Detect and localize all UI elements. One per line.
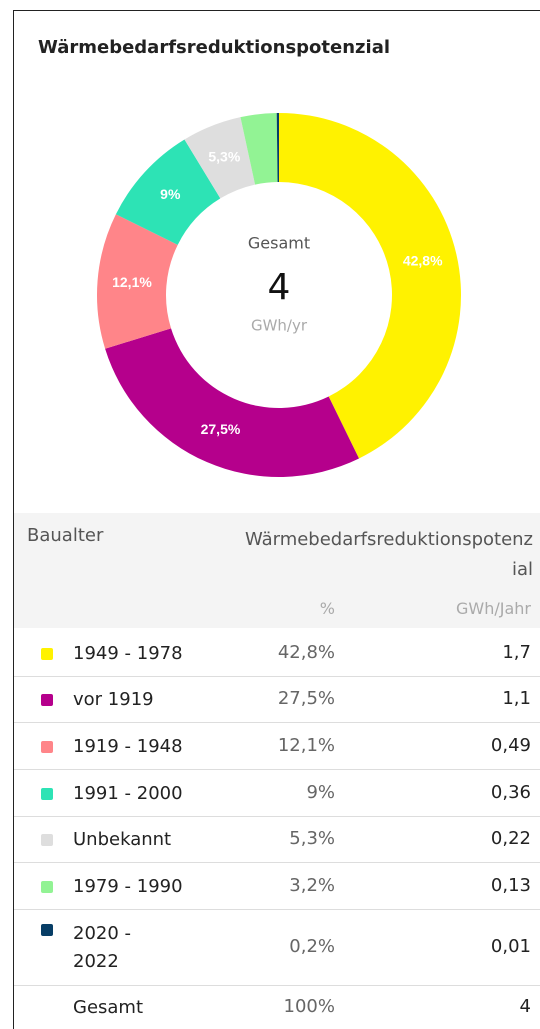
slice-label: 27,5% — [201, 421, 241, 437]
table-row: 2020 - 2022 0,2% 0,01 — [14, 910, 540, 986]
row-percent: 42,8% — [277, 641, 335, 663]
title: Wärmebedarfsreduktionspotenzial — [38, 37, 391, 58]
row-label: 1991 - 2000 — [73, 782, 183, 804]
row-percent: 0,2% — [289, 936, 335, 957]
header-cell: Baualter — [27, 525, 104, 546]
legend-swatch — [41, 740, 53, 753]
row-percent: 12,1% — [277, 734, 335, 756]
row-value: 0,49 — [490, 734, 531, 756]
center-label: Gesamt — [248, 234, 310, 253]
row-value: 1,7 — [502, 641, 531, 663]
slice — [105, 328, 359, 477]
table-row: 1919 - 1948 12,1% 0,49 — [14, 723, 540, 770]
row-percent: 3,2% — [289, 874, 335, 896]
table-row: 1949 - 1978 42,8% 1,7 — [14, 630, 540, 677]
slice — [276, 113, 279, 183]
header-cell: Wärmebedarfsreduktionspotenzial — [244, 529, 533, 580]
row-value: 0,36 — [490, 781, 531, 803]
row-value: 0,01 — [490, 936, 531, 957]
row-label: 1979 - 1990 — [73, 875, 183, 897]
legend-swatch — [41, 787, 53, 800]
row-label: 1949 - 1978 — [73, 642, 183, 664]
row-value: 1,1 — [502, 688, 531, 709]
legend-swatch — [41, 647, 53, 660]
row-label: 1919 - 1948 — [73, 735, 183, 757]
slice — [115, 139, 221, 245]
slice-label: 5,3% — [208, 149, 240, 165]
row-label: Gesamt — [73, 996, 144, 1018]
legend-swatch — [41, 694, 53, 706]
table-row: 1979 - 1990 3,2% 0,13 — [14, 863, 540, 910]
center-unit: GWh/yr — [251, 317, 308, 335]
slice — [240, 113, 278, 185]
center-value: 4 — [268, 267, 291, 308]
slice-label: 12,1% — [112, 274, 152, 290]
table-row: 1991 - 2000 9% 0,36 — [14, 770, 540, 817]
legend-swatch — [41, 924, 53, 936]
slice — [279, 113, 462, 459]
subheader-cell: GWh/Jahr — [456, 599, 531, 618]
row-percent: 5,3% — [289, 828, 335, 849]
subheader-cell: % — [319, 599, 335, 618]
slice-label: 42,8% — [403, 252, 443, 268]
row-label: vor 1919 — [73, 689, 154, 710]
legend-swatch — [41, 834, 53, 846]
donut-chart: Gesamt 4 GWh/yr 42,8% 27,5% 12,1% 9% 5,3% — [97, 113, 462, 477]
table-row: Unbekannt 5,3% 0,22 — [14, 817, 540, 863]
card: Wärmebedarfsreduktionspotenzial Gesamt 4… — [13, 10, 540, 1029]
row-label: Unbekannt — [73, 829, 172, 850]
table-header: Baualter Wärmebedarfsreduktionspotenzial… — [14, 513, 540, 628]
row-value: 0,13 — [490, 874, 531, 896]
row-label: 2020 - 2022 — [73, 923, 132, 972]
table-row: vor 1919 27,5% 1,1 — [14, 677, 540, 723]
row-percent: 27,5% — [277, 688, 335, 709]
row-value: 0,22 — [490, 828, 531, 849]
row-value: 4 — [519, 995, 531, 1017]
slice-label: 9% — [160, 186, 181, 202]
row-percent: 9% — [306, 781, 335, 803]
legend-swatch — [41, 880, 53, 893]
table-row: Gesamt 100% 4 — [14, 986, 540, 1028]
row-percent: 100% — [283, 995, 335, 1017]
slice — [97, 214, 178, 349]
slice — [184, 117, 256, 199]
